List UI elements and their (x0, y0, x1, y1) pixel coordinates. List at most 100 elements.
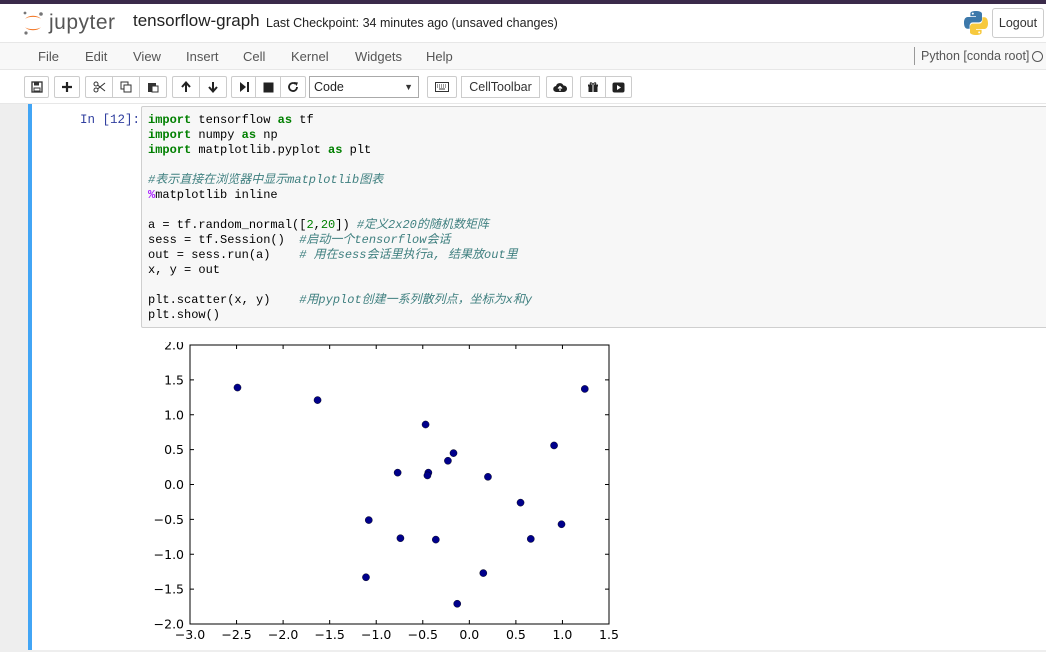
menu-view[interactable]: View (133, 49, 161, 64)
logo-text: jupyter (49, 11, 116, 34)
code-line: plt.scatter(x, y) #用pyplot创建一系列散列点，坐标为x和… (148, 293, 533, 307)
publish-button[interactable] (546, 76, 573, 98)
y-tick-label: 1.0 (164, 407, 184, 422)
code-line (148, 278, 532, 293)
x-tick-label: 1.0 (552, 627, 572, 642)
code-line: out = sess.run(a) # 用在sess会话里执行a, 结果放out… (148, 248, 518, 262)
scatter-point (396, 534, 405, 543)
cut-icon (93, 81, 105, 93)
y-tick-label: −1.5 (154, 582, 184, 597)
y-tick-label: 0.5 (164, 442, 184, 457)
save-button[interactable] (24, 76, 49, 98)
scatter-point (453, 599, 462, 608)
scatter-point (313, 396, 322, 404)
y-tick-label: −2.0 (154, 617, 184, 632)
restart-button[interactable] (280, 76, 306, 98)
move-down-button[interactable] (199, 76, 227, 98)
jupyter-logo[interactable]: jupyter (22, 10, 122, 36)
code-editor: import tensorflow as tf import numpy as n… (148, 113, 532, 323)
x-tick-label: 1.5 (599, 627, 619, 642)
x-tick-label: 0.5 (506, 627, 526, 642)
command-palette-button[interactable] (427, 76, 457, 98)
x-tick-label: −2.5 (221, 627, 251, 642)
scatter-point (364, 516, 373, 524)
menu-help[interactable]: Help (426, 49, 453, 64)
x-tick-label: −3.0 (175, 627, 205, 642)
notebook-name[interactable]: tensorflow-graph (133, 11, 260, 30)
scatter-point (479, 569, 488, 577)
top-accent-bar (0, 0, 1046, 4)
notebook-container: In [12]: import tensorflow as tf import n… (28, 104, 1046, 650)
x-tick-label: −2.0 (268, 627, 298, 642)
presentation-icon (612, 82, 625, 92)
menubar: File Edit View Insert Cell Kernel Widget… (0, 42, 1046, 70)
scatter-point (421, 420, 430, 429)
code-line (148, 158, 532, 173)
y-tick-label: −0.5 (154, 512, 184, 527)
y-tick-label: −1.0 (154, 547, 184, 562)
code-line: import tensorflow as tf (148, 113, 314, 127)
save-icon (30, 81, 43, 93)
checkpoint-status: Last Checkpoint: 34 minutes ago (unsaved… (266, 16, 558, 30)
cloud-upload-icon (552, 82, 567, 92)
copy-icon (120, 81, 132, 93)
menu-kernel[interactable]: Kernel (291, 49, 329, 64)
code-line: import numpy as np (148, 128, 278, 142)
cell-type-select[interactable]: Code ▼ (309, 76, 419, 98)
scatter-point (444, 456, 452, 465)
move-up-button[interactable] (172, 76, 200, 98)
code-line: a = tf.random_normal([2,20]) #定义2x20的随机数… (148, 218, 489, 232)
jupyter-logo-icon (23, 11, 43, 35)
y-tick-label: 0.0 (164, 477, 184, 492)
code-line: x, y = out (148, 263, 221, 277)
slideshow-button[interactable] (605, 76, 632, 98)
gift-icon (588, 82, 598, 92)
interrupt-button[interactable] (255, 76, 281, 98)
x-tick-label: −1.0 (361, 627, 391, 642)
cut-button[interactable] (85, 76, 113, 98)
menu-edit[interactable]: Edit (85, 49, 108, 64)
gift-button[interactable] (580, 76, 606, 98)
scatter-point (550, 441, 558, 450)
add-icon (62, 82, 72, 92)
menu-file[interactable]: File (38, 49, 59, 64)
scatter-point (362, 573, 370, 582)
toolbar: Code ▼ CellToolbar (0, 70, 1046, 104)
celltoolbar-button[interactable]: CellToolbar (461, 76, 540, 98)
menu-cell[interactable]: Cell (243, 49, 266, 64)
x-tick-label: −0.5 (408, 627, 438, 642)
python-logo-icon (964, 11, 988, 35)
menu-insert[interactable]: Insert (186, 49, 219, 64)
move-down-icon (208, 82, 218, 93)
scatter-point (526, 535, 535, 543)
x-tick-label: 0.0 (459, 627, 479, 642)
logout-button[interactable]: Logout (992, 8, 1044, 38)
scatter-point (516, 498, 525, 507)
kernel-status-icon (1032, 51, 1043, 62)
run-icon (239, 82, 249, 92)
code-line: %matplotlib inline (148, 188, 278, 202)
copy-button[interactable] (112, 76, 140, 98)
add-cell-button[interactable] (54, 76, 80, 98)
scatter-point (393, 468, 402, 477)
cell-type-value: Code (314, 80, 344, 94)
scatter-point (580, 385, 589, 393)
scatter-point (423, 471, 432, 480)
code-cell-input[interactable]: import tensorflow as tf import numpy as n… (141, 106, 1046, 328)
plot-frame (189, 344, 610, 625)
y-tick-label: 2.0 (164, 342, 184, 353)
paste-button[interactable] (139, 76, 167, 98)
scatter-point (432, 535, 440, 544)
run-button[interactable] (231, 76, 256, 98)
kernel-separator (914, 47, 915, 65)
restart-icon (288, 82, 298, 92)
menu-widgets[interactable]: Widgets (355, 49, 402, 64)
code-line: import matplotlib.pyplot as plt (148, 143, 372, 157)
paste-icon (148, 83, 159, 93)
y-tick-label: 1.5 (164, 372, 184, 387)
scatter-point (449, 449, 458, 457)
scatter-plot-output: −3.0 −2.5 −2.0 −1.5 −1.0 −0.5 0.0 0.5 1.0 1.5 2.0 1… (154, 342, 619, 642)
stop-icon (263, 82, 273, 92)
code-line (148, 203, 532, 218)
move-up-icon (181, 81, 191, 92)
